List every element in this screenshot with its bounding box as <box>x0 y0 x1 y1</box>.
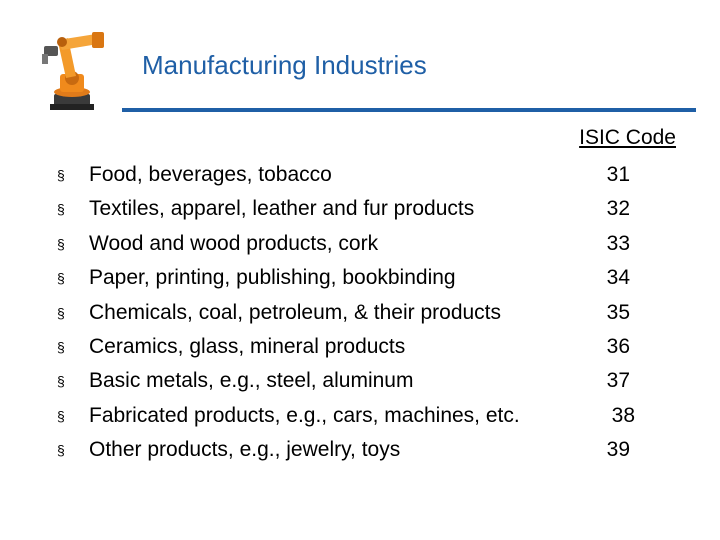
industry-label: Chemicals, coal, petroleum, & their prod… <box>89 300 502 324</box>
bullet-icon: § <box>57 373 65 390</box>
bullet-icon: § <box>57 304 65 321</box>
bullet-icon: § <box>57 235 65 252</box>
bullet-icon: § <box>57 338 65 355</box>
isic-code: 34 <box>606 266 630 290</box>
industry-label: Food, beverages, tobacco <box>89 163 332 186</box>
bullet-icon: § <box>57 167 65 183</box>
bullet-icon: § <box>57 270 65 287</box>
industry-list: § Food, beverages, tobacco 31 § Textiles… <box>0 158 720 468</box>
isic-code: 38 <box>611 403 635 427</box>
isic-code: 35 <box>606 300 630 324</box>
isic-code-header: ISIC Code <box>579 126 676 149</box>
industry-label: Paper, printing, publishing, bookbinding <box>89 266 456 290</box>
bullet-icon: § <box>57 407 65 424</box>
list-item: § Textiles, apparel, leather and fur pro… <box>0 192 720 226</box>
bullet-icon: § <box>57 201 65 218</box>
industry-label: Wood and wood products, cork <box>89 231 379 255</box>
isic-code: 33 <box>606 231 630 255</box>
bullet-icon: § <box>57 442 65 459</box>
list-item: § Ceramics, glass, mineral products 36 <box>0 330 720 364</box>
list-item: § Basic metals, e.g., steel, aluminum 37 <box>0 364 720 398</box>
list-item: § Wood and wood products, cork 33 <box>0 227 720 261</box>
list-item: § Other products, e.g., jewelry, toys 39 <box>0 433 720 467</box>
list-item: § Fabricated products, e.g., cars, machi… <box>0 399 720 433</box>
industry-label: Ceramics, glass, mineral products <box>89 334 406 358</box>
slide-title: Manufacturing Industries <box>142 50 427 80</box>
industry-label: Basic metals, e.g., steel, aluminum <box>89 369 414 393</box>
industrial-robot-arm-icon <box>42 32 104 110</box>
industry-label: Other products, e.g., jewelry, toys <box>89 438 401 462</box>
isic-code: 32 <box>606 197 630 221</box>
isic-code: 31 <box>606 163 630 186</box>
industry-label: Fabricated products, e.g., cars, machine… <box>89 403 520 427</box>
industry-label: Textiles, apparel, leather and fur produ… <box>89 197 475 221</box>
title-underline <box>122 108 696 112</box>
isic-code: 39 <box>606 438 630 462</box>
isic-code: 36 <box>606 334 630 358</box>
list-item: § Food, beverages, tobacco 31 <box>0 158 720 192</box>
isic-code: 37 <box>606 369 630 393</box>
list-item: § Paper, printing, publishing, bookbindi… <box>0 261 720 295</box>
list-item: § Chemicals, coal, petroleum, & their pr… <box>0 296 720 330</box>
